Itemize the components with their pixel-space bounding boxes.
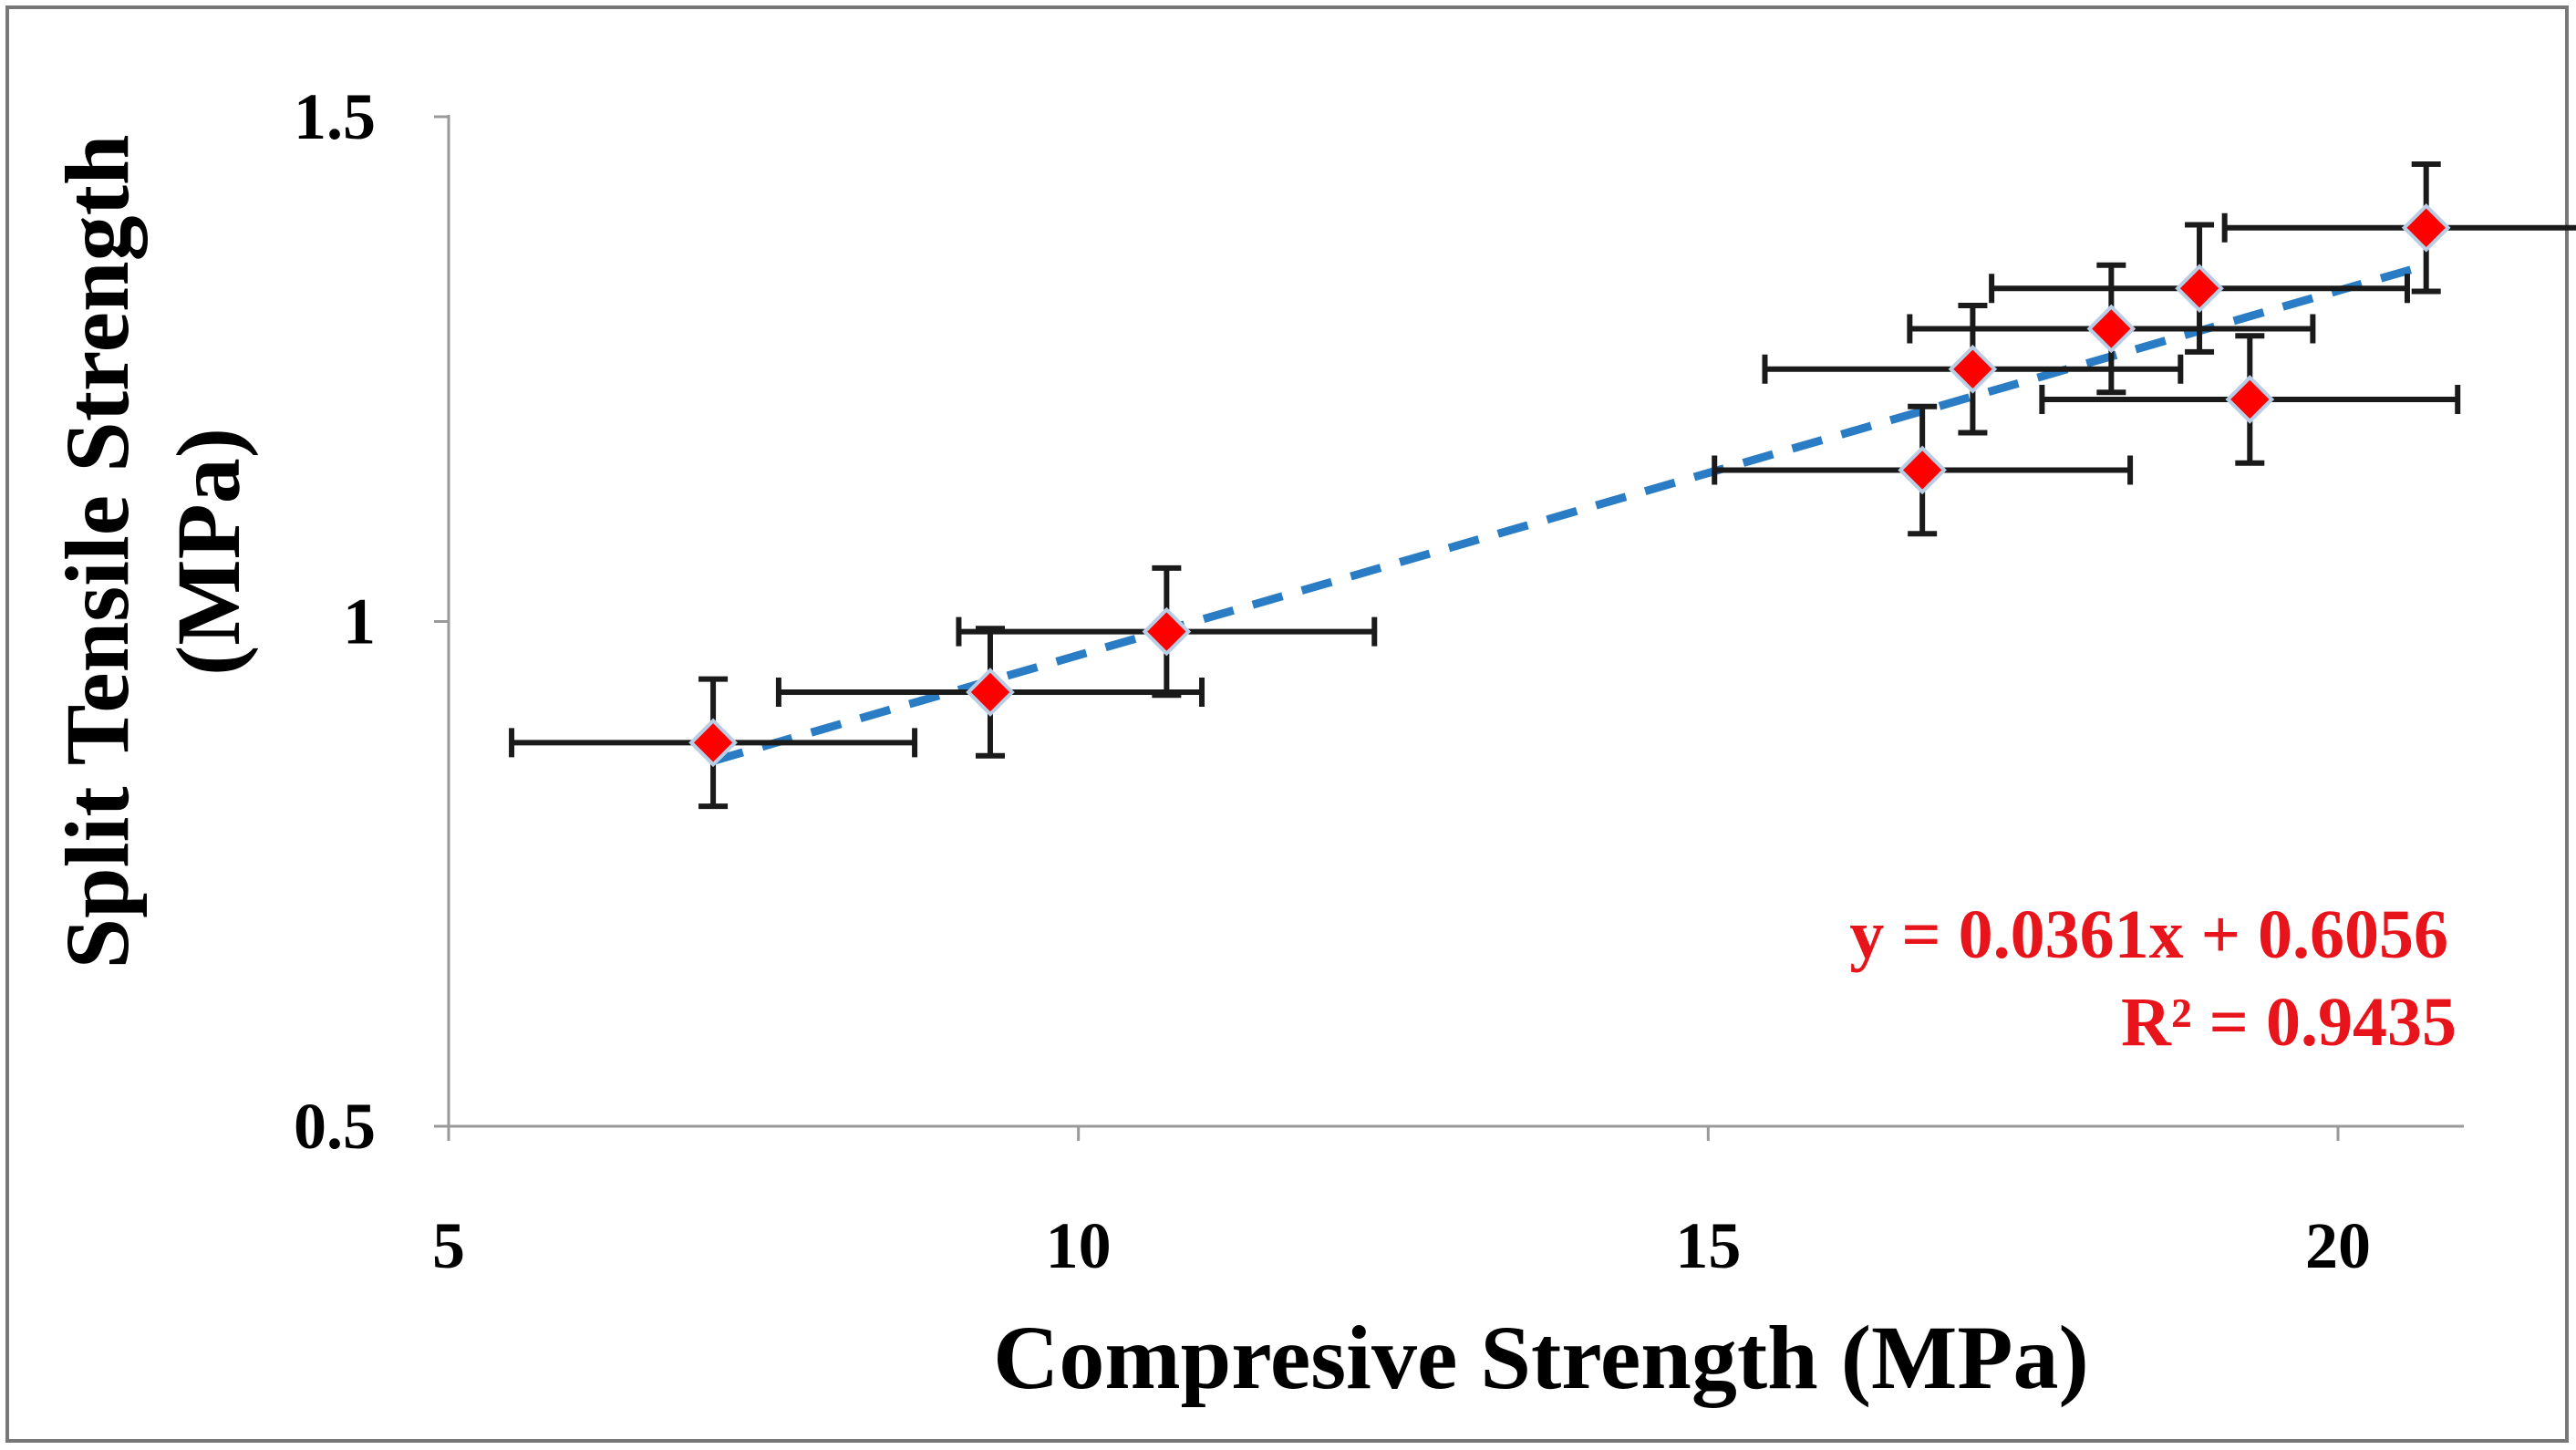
r-squared-label: R² = 0.9435 (2121, 984, 2457, 1061)
x-tick-label: 5 (432, 1209, 465, 1282)
y-tick-label: 0.5 (294, 1090, 376, 1163)
y-tick-label: 1 (343, 585, 376, 658)
data-markers (688, 202, 2451, 768)
x-tick-label: 15 (1675, 1209, 1741, 1282)
data-point-marker (2175, 264, 2224, 314)
y-axis-title-line1: Split Tensile Strength (47, 134, 148, 968)
x-axis-title: Compresive Strength (MPa) (993, 1307, 2089, 1408)
y-axis-title: Split Tensile Strength (MPa) (47, 134, 259, 968)
x-tick-label: 20 (2305, 1209, 2371, 1282)
data-point-marker (966, 668, 1015, 717)
data-point-marker (2086, 304, 2136, 354)
trendline-layer (711, 261, 2427, 765)
data-point-marker (1948, 344, 1998, 394)
chart-frame (5, 5, 2569, 1443)
data-point-marker (1898, 445, 1947, 495)
y-tick-label: 1.5 (294, 80, 376, 153)
error-bars (509, 161, 2576, 810)
trendline (711, 261, 2427, 765)
data-point-marker (2225, 375, 2275, 424)
y-axis-title-line2: (MPa) (158, 428, 259, 676)
data-point-marker (2401, 202, 2451, 253)
trendline-equation: y = 0.0361x + 0.6056 (1849, 896, 2448, 973)
data-point-marker (688, 718, 738, 768)
x-tick-label: 10 (1046, 1209, 1112, 1282)
axes (434, 115, 2464, 1141)
tick-labels: 5 10 15 20 0.5 1 1.5 (294, 80, 2371, 1282)
data-point-marker (1142, 606, 1192, 657)
